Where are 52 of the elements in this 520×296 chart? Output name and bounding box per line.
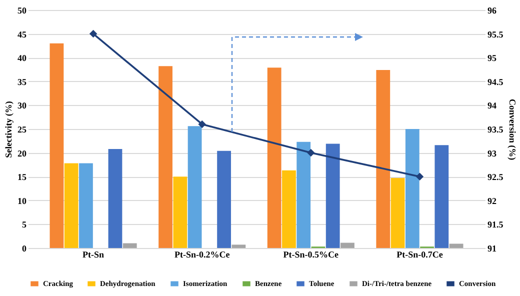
bar <box>108 148 122 248</box>
bar <box>434 145 449 248</box>
bar <box>79 163 93 248</box>
bar <box>296 142 311 248</box>
y-tick-label: 0 <box>22 244 27 254</box>
point <box>198 120 206 128</box>
y2-tick-label: 92.5 <box>488 172 504 182</box>
bar <box>173 176 188 248</box>
bar <box>340 242 354 248</box>
y-tick-label: 20 <box>18 148 27 158</box>
bar <box>376 70 390 248</box>
bar <box>449 244 464 248</box>
point <box>89 30 98 38</box>
y-axis-title: Selectivity (%) <box>4 101 14 158</box>
y2-tick-label: 94.5 <box>488 76 504 87</box>
bar <box>390 178 405 248</box>
y2-tick-label: 95.5 <box>488 29 504 40</box>
bar <box>217 150 231 248</box>
y-tick-label: 35 <box>18 76 27 87</box>
bar <box>50 43 64 248</box>
y2-tick-label: 91 <box>488 244 497 254</box>
y2-tick-label: 95 <box>488 53 497 64</box>
y-tick-label: 25 <box>18 124 27 134</box>
bar <box>405 129 420 248</box>
bar <box>64 163 78 248</box>
bar <box>158 66 172 248</box>
y-tick-label: 50 <box>18 6 27 16</box>
point <box>307 148 315 157</box>
y-tick-label: 5 <box>22 220 27 230</box>
bar <box>326 144 340 248</box>
x-tick-label: Pt-Sn <box>82 250 104 260</box>
x-tick-label: Pt-Sn-0.7Ce <box>396 250 443 260</box>
y-tick-label: 15 <box>18 172 27 182</box>
y2-tick-label: 93 <box>488 148 497 158</box>
bar <box>122 243 137 248</box>
y2-tick-label: 91.5 <box>488 220 504 230</box>
bar <box>282 170 296 248</box>
bar <box>232 244 246 248</box>
y2-tick-label: 96 <box>488 6 497 16</box>
y-tick-label: 30 <box>18 100 27 111</box>
y2-tick-label: 94 <box>488 100 497 111</box>
x-tick-label: Pt-Sn-0.2%Ce <box>174 250 230 260</box>
x-tick-label: Pt-Sn-0.5%Ce <box>283 250 339 260</box>
bar <box>267 68 282 248</box>
y-tick-label: 10 <box>18 196 27 206</box>
bar <box>188 126 202 248</box>
y-tick-label: 40 <box>18 53 27 64</box>
y2-tick-label: 92 <box>488 196 497 206</box>
y2-axis-title: Conversion (%) <box>507 98 518 160</box>
y2-tick-label: 93.5 <box>488 124 504 134</box>
point <box>416 172 424 180</box>
y-tick-label: 45 <box>18 29 27 40</box>
